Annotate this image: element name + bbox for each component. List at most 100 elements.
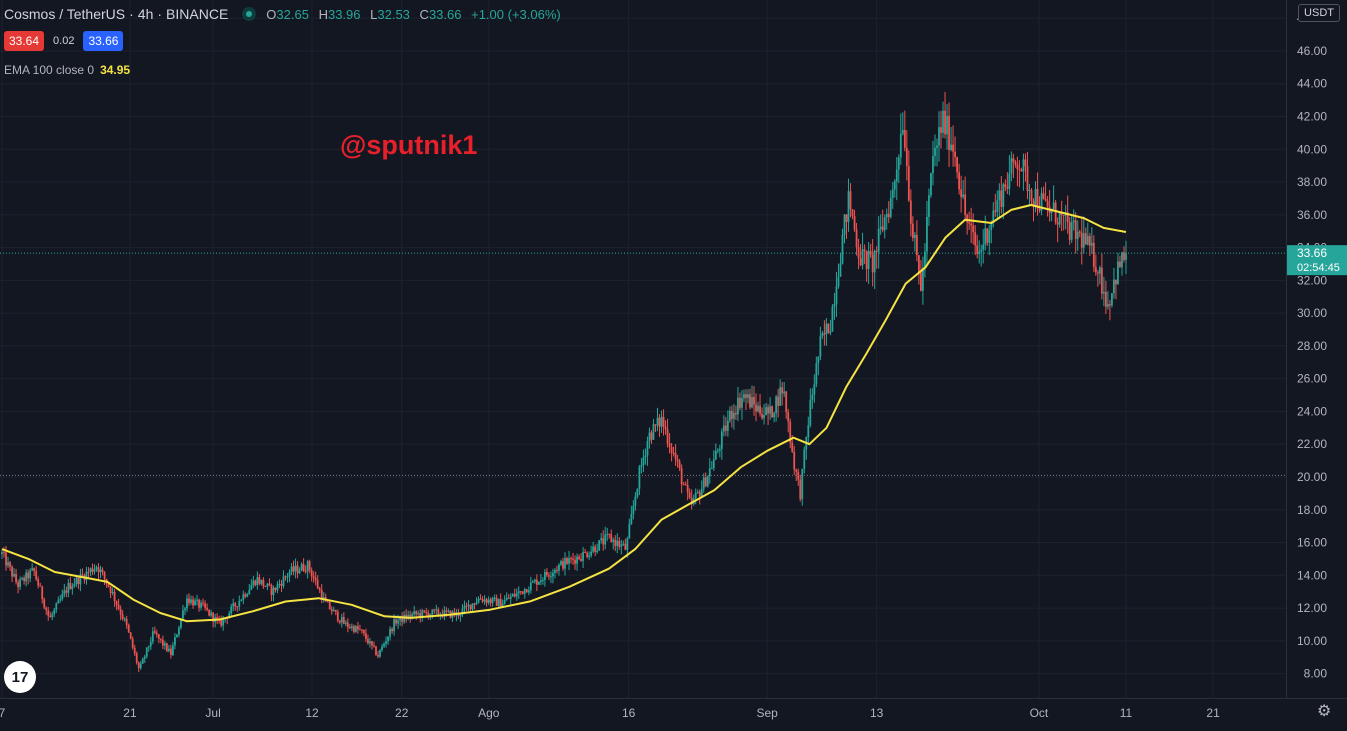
candle-body — [865, 250, 868, 270]
time-tick-label: 12 — [305, 706, 319, 720]
candle-body — [893, 181, 896, 190]
candle-body — [682, 484, 685, 486]
candle-body — [562, 561, 564, 569]
candle-body — [87, 571, 90, 573]
buy-button[interactable]: 33.66 — [83, 31, 124, 51]
candle-body — [753, 397, 755, 405]
time-tick-label: Jul — [205, 706, 220, 720]
candle-body — [310, 570, 313, 577]
candle-body — [554, 570, 556, 573]
candle-body — [847, 191, 850, 222]
candle-body — [1121, 252, 1123, 268]
candle-body — [274, 587, 277, 591]
indicator-legend[interactable]: EMA 100 close 0 34.95 — [4, 63, 130, 77]
candle-body — [509, 596, 512, 599]
candle-body — [367, 638, 369, 644]
candle-body — [835, 286, 838, 305]
candle-body — [948, 115, 950, 151]
candle-body — [473, 603, 476, 605]
candle-body — [511, 594, 514, 597]
candle-body — [855, 229, 858, 248]
candle-body — [15, 573, 17, 582]
candle-body — [77, 577, 80, 585]
candle-body — [720, 431, 723, 449]
candle-body — [115, 601, 118, 605]
currency-button[interactable]: USDT — [1298, 4, 1340, 22]
symbol-name[interactable]: Cosmos / TetherUS — [4, 6, 126, 22]
candle-body — [807, 425, 810, 438]
candle-body — [968, 222, 971, 224]
separator: · — [129, 6, 134, 22]
candle-body — [950, 144, 952, 151]
interval[interactable]: 4h — [137, 6, 154, 22]
tradingview-logo[interactable]: 17 — [4, 661, 36, 693]
candle-body — [236, 606, 239, 608]
candle-body — [200, 602, 202, 608]
open-value: 32.65 — [276, 6, 309, 22]
candle-body — [1117, 261, 1119, 285]
candle-body — [815, 363, 818, 385]
candle-body — [312, 576, 315, 579]
candle-body — [95, 567, 98, 570]
indicator-label[interactable]: EMA 100 close 0 — [4, 63, 95, 77]
gear-icon[interactable]: ⚙ — [1317, 703, 1332, 720]
candle-body — [129, 632, 132, 639]
price-tick-label: 36.00 — [1297, 208, 1327, 222]
candle-body — [316, 580, 319, 589]
candle-body — [548, 575, 550, 577]
candle-body — [172, 645, 174, 656]
candle-body — [626, 538, 629, 550]
price-tick-label: 38.00 — [1297, 175, 1327, 189]
symbol-legend[interactable]: Cosmos / TetherUS · 4h · BINANCE O32.65 … — [4, 6, 567, 22]
candle-body — [521, 591, 524, 594]
candle-body — [1119, 261, 1121, 268]
candle-body — [990, 223, 993, 230]
market-status-icon[interactable] — [242, 7, 257, 21]
candle-body — [1115, 279, 1117, 285]
time-scale[interactable] — [0, 698, 1347, 731]
candle-body — [202, 602, 204, 604]
candle-body — [1026, 166, 1029, 191]
candle-body — [208, 609, 211, 616]
candle-body — [843, 214, 846, 235]
candle-body — [745, 394, 747, 398]
candle-body — [630, 514, 633, 525]
candle-body — [1090, 242, 1093, 246]
candle-body — [1094, 267, 1097, 273]
candle-body — [1066, 212, 1069, 223]
candle-body — [393, 619, 395, 632]
candle-body — [944, 110, 946, 135]
candle-body — [922, 267, 924, 291]
candle-body — [793, 451, 796, 470]
candle-body — [920, 272, 922, 291]
candle-body — [596, 550, 599, 552]
candle-body — [704, 477, 707, 487]
price-scale[interactable] — [1286, 0, 1347, 731]
last-price-label: 33.66 02:54:45 — [1287, 245, 1347, 276]
candle-body — [190, 599, 192, 604]
candle-body — [1123, 252, 1125, 260]
candle-body — [151, 631, 154, 642]
candle-body — [737, 397, 739, 415]
last-price-badge — [1287, 245, 1347, 276]
price-tick-label: 32.00 — [1297, 273, 1327, 287]
candle-body — [795, 469, 798, 472]
candle-body — [417, 613, 420, 615]
candle-body — [515, 593, 518, 597]
candle-body — [612, 539, 615, 542]
candle-body — [616, 540, 619, 547]
chart-grid — [0, 0, 1286, 698]
candle-body — [170, 648, 172, 656]
candle-body — [527, 590, 530, 593]
candle-body — [306, 561, 309, 572]
candle-body — [13, 573, 15, 577]
sell-button[interactable]: 33.64 — [4, 31, 45, 51]
candle-body — [1036, 188, 1039, 209]
candle-body — [650, 432, 653, 440]
candle-body — [238, 600, 241, 607]
candle-body — [728, 410, 731, 421]
candle-body — [284, 576, 287, 578]
candle-body — [980, 249, 983, 252]
candle-body — [479, 598, 482, 600]
